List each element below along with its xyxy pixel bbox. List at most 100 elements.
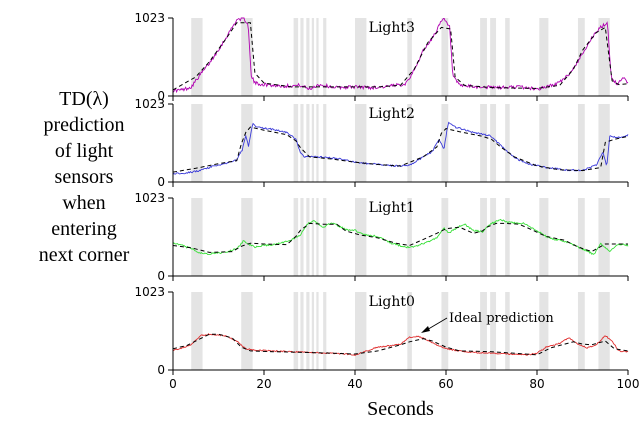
- corner-interval-16: [598, 292, 610, 370]
- ideal-prediction-annotation: Ideal prediction: [449, 311, 554, 326]
- x-tick-label: 80: [529, 377, 544, 391]
- corner-interval-1: [241, 104, 253, 182]
- corner-interval-2: [293, 292, 299, 370]
- panel-title-light0: Light0: [369, 294, 415, 310]
- corner-interval-1: [241, 292, 253, 370]
- corner-interval-12: [490, 292, 497, 370]
- corner-interval-13: [505, 198, 510, 276]
- x-tick-label: 20: [256, 377, 271, 391]
- corner-interval-3: [300, 198, 304, 276]
- corner-interval-10: [441, 198, 449, 276]
- corner-interval-1: [241, 18, 253, 96]
- corner-interval-0: [191, 198, 203, 276]
- corner-interval-4: [306, 292, 310, 370]
- corner-interval-14: [539, 198, 549, 276]
- panel-light3: 1023 0 Light3: [134, 11, 629, 103]
- corner-interval-3: [300, 18, 304, 96]
- corner-interval-5: [311, 292, 315, 370]
- corner-interval-2: [293, 18, 299, 96]
- panel-light2: 1023 0 Light2: [134, 97, 629, 189]
- corner-interval-7: [323, 292, 327, 370]
- annotation-layer: Ideal prediction: [421, 311, 554, 333]
- corner-interval-16: [598, 198, 610, 276]
- corner-interval-5: [311, 104, 315, 182]
- corner-interval-13: [505, 104, 510, 182]
- panel-light0: 1023 00 20 40 60 80 100 Light0: [134, 285, 639, 391]
- corner-interval-9: [407, 18, 412, 96]
- x-tick-label: 60: [438, 377, 453, 391]
- light0-signal-line: [172, 333, 629, 357]
- corner-interval-14: [539, 18, 549, 96]
- corner-interval-6: [316, 104, 319, 182]
- corner-interval-8: [355, 292, 367, 370]
- corner-interval-2: [293, 104, 299, 182]
- corner-interval-14: [539, 292, 549, 370]
- corner-interval-5: [311, 18, 315, 96]
- corner-interval-7: [323, 18, 327, 96]
- light3-ideal-line: [172, 22, 629, 91]
- y-tick-label: 0: [157, 89, 165, 103]
- panel-title-light2: Light2: [369, 106, 415, 122]
- corner-interval-3: [300, 292, 304, 370]
- panel-title-light1: Light1: [369, 200, 415, 216]
- light3-signal-line: [172, 17, 629, 94]
- corner-interval-7: [323, 104, 327, 182]
- corner-interval-11: [480, 104, 487, 182]
- corner-interval-9: [407, 198, 412, 276]
- x-tick-label: 100: [617, 377, 640, 391]
- caption-line-5: when: [62, 192, 106, 214]
- corner-interval-8: [355, 104, 367, 182]
- corner-interval-15: [577, 18, 585, 96]
- light1-ideal-line: [172, 222, 628, 253]
- y-tick-label: 0: [157, 269, 165, 283]
- caption-line-4: sensors: [54, 166, 114, 188]
- y-tick-label: 1023: [134, 285, 165, 299]
- y-axis-caption: TD(λ) prediction of light sensors when e…: [0, 86, 168, 268]
- corner-interval-10: [441, 18, 449, 96]
- corner-interval-13: [505, 18, 510, 96]
- panel-light1: 1023 0 Light1: [134, 191, 629, 283]
- corner-interval-4: [306, 104, 310, 182]
- corner-interval-4: [306, 198, 310, 276]
- x-tick-label: 40: [347, 377, 362, 391]
- corner-interval-0: [191, 104, 203, 182]
- corner-interval-8: [355, 198, 367, 276]
- corner-interval-10: [441, 292, 449, 370]
- corner-interval-4: [306, 18, 310, 96]
- corner-interval-7: [323, 198, 327, 276]
- corner-interval-0: [191, 292, 203, 370]
- corner-interval-8: [355, 18, 367, 96]
- corner-interval-6: [316, 292, 319, 370]
- caption-line-3: of light: [54, 140, 114, 162]
- y-tick-label: 0: [157, 175, 165, 189]
- corner-interval-9: [407, 104, 412, 182]
- panel-title-light3: Light3: [369, 20, 415, 36]
- corner-interval-6: [316, 18, 319, 96]
- corner-interval-3: [300, 104, 304, 182]
- light0-ideal-line: [172, 333, 629, 356]
- corner-interval-0: [191, 18, 203, 96]
- corner-interval-5: [311, 198, 315, 276]
- x-tick-label: 0: [169, 377, 177, 391]
- caption-line-1: TD(λ): [59, 88, 109, 110]
- corner-interval-6: [316, 198, 319, 276]
- corner-interval-11: [480, 198, 487, 276]
- caption-line-6: entering: [51, 218, 117, 240]
- corner-interval-16: [598, 104, 610, 182]
- corner-interval-12: [490, 104, 497, 182]
- y-tick-label: 1023: [134, 11, 165, 25]
- caption-line-7: next corner: [38, 244, 130, 266]
- corner-interval-15: [577, 104, 585, 182]
- corner-interval-16: [598, 18, 610, 96]
- corner-interval-9: [407, 292, 412, 370]
- corner-interval-14: [539, 104, 549, 182]
- corner-interval-12: [490, 198, 497, 276]
- corner-interval-15: [577, 292, 585, 370]
- corner-interval-1: [241, 198, 253, 276]
- corner-interval-12: [490, 18, 497, 96]
- x-axis-label: Seconds: [367, 398, 434, 420]
- corner-interval-15: [577, 198, 585, 276]
- light2-ideal-line: [172, 126, 629, 173]
